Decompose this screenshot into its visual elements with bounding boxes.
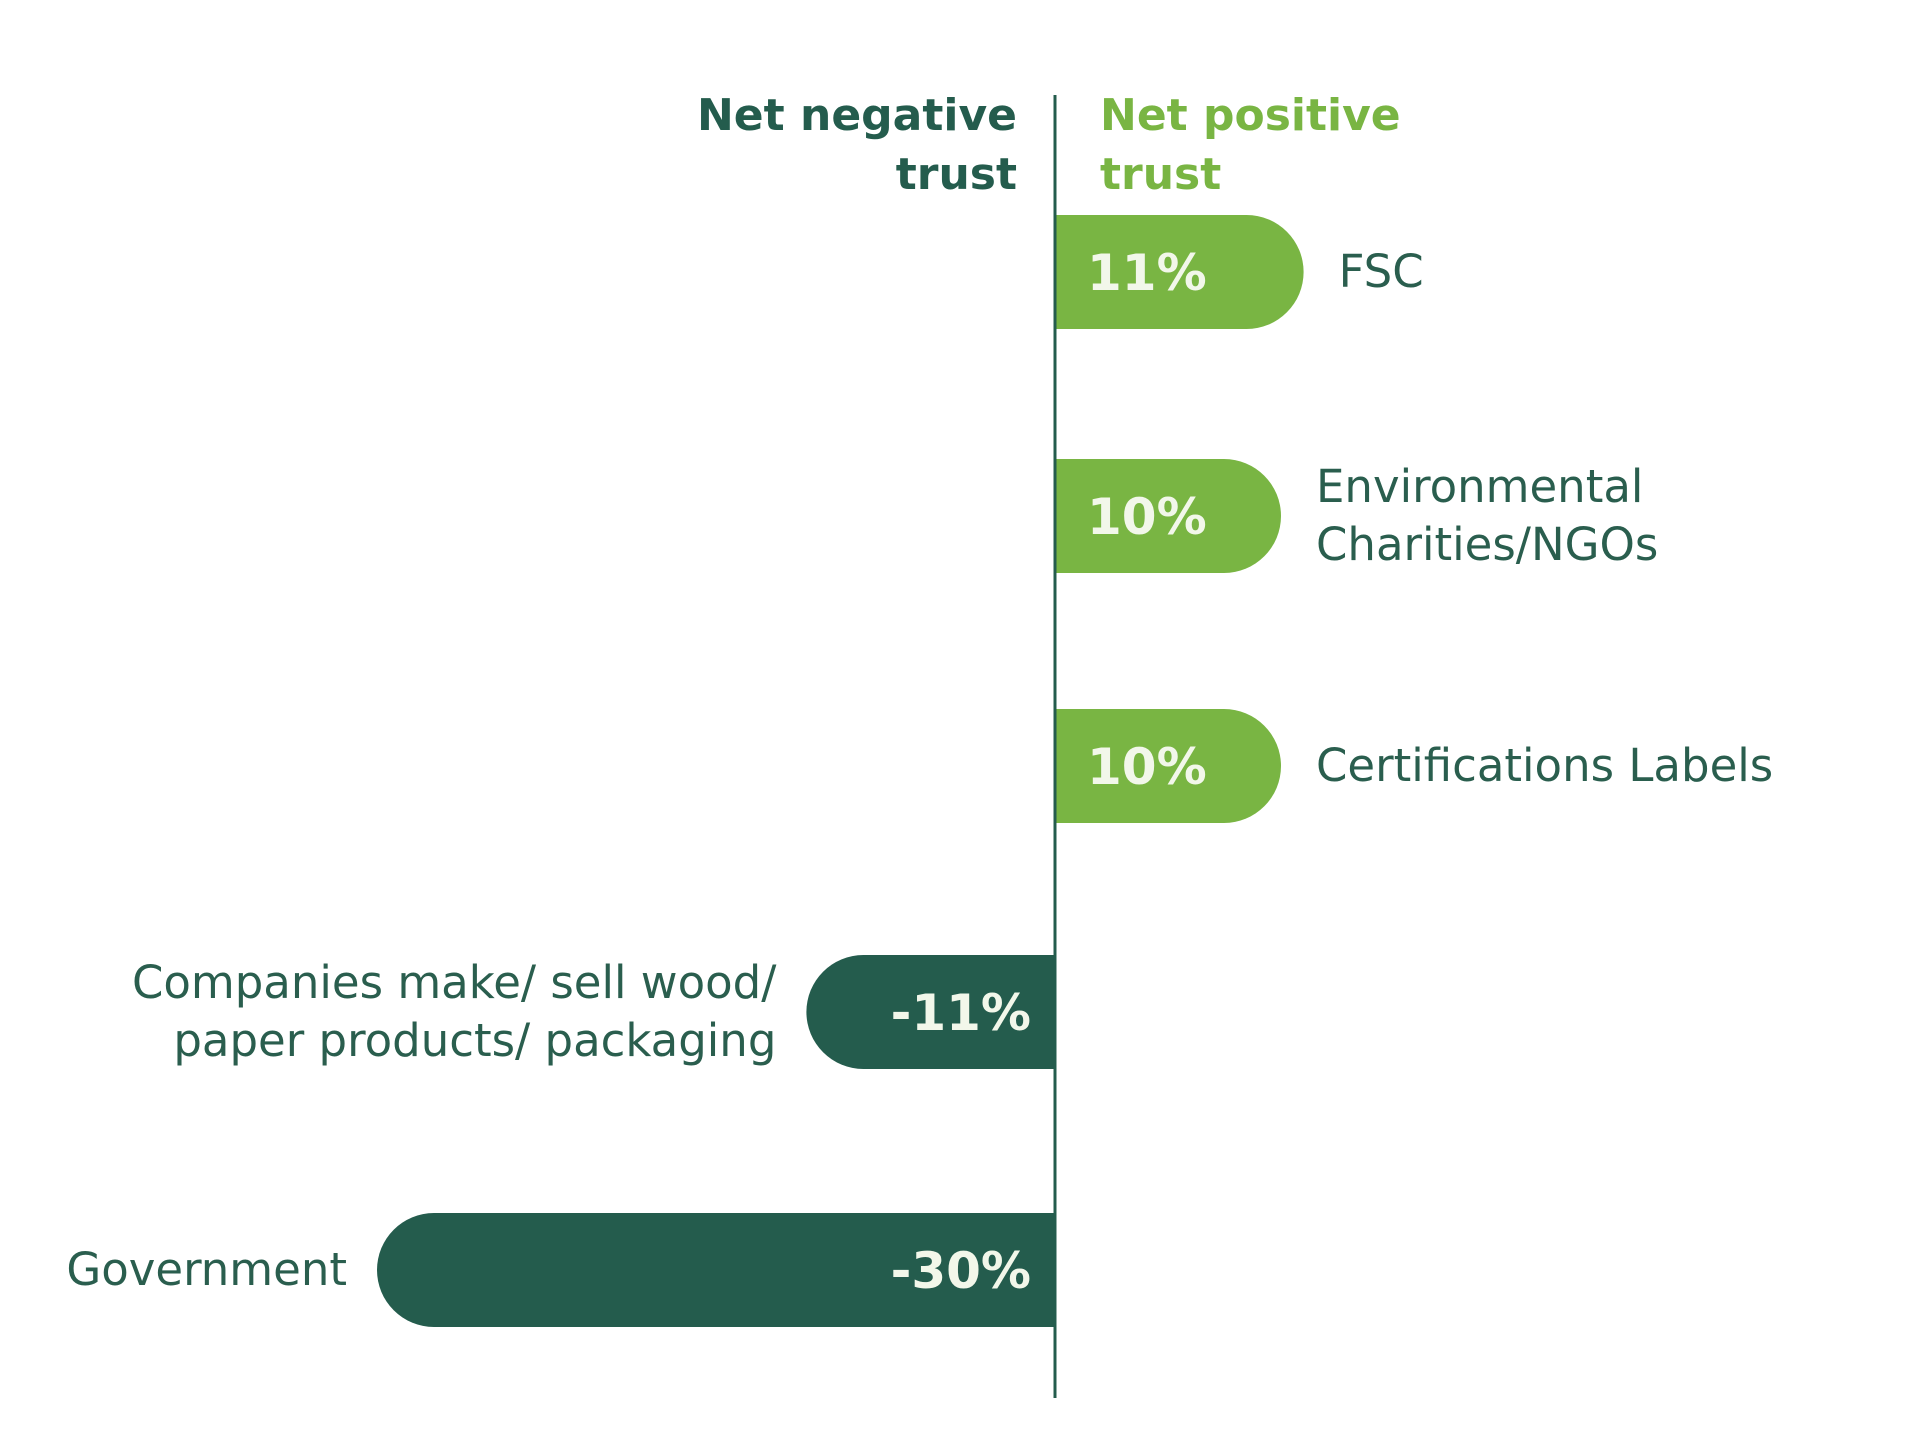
bar bbox=[377, 1213, 1055, 1327]
header-line: trust bbox=[896, 149, 1017, 200]
header-line: Net negative bbox=[697, 90, 1017, 141]
bar bbox=[1055, 709, 1281, 823]
header-line: trust bbox=[1100, 149, 1221, 200]
category-label-line: Government bbox=[66, 1243, 347, 1296]
value-label: 10% bbox=[1087, 738, 1207, 796]
value-label: -11% bbox=[891, 984, 1031, 1042]
category-label-line: FSC bbox=[1339, 245, 1424, 298]
bar bbox=[1055, 459, 1281, 573]
category-label-line: paper products/ packaging bbox=[173, 1014, 776, 1067]
category-label: Environmental Charities/NGOs bbox=[1316, 460, 1658, 571]
category-label-line: Environmental bbox=[1316, 460, 1643, 513]
positive-header: Net positive trust bbox=[1100, 90, 1401, 200]
value-label: -30% bbox=[891, 1242, 1031, 1300]
category-label-line: Charities/NGOs bbox=[1316, 518, 1658, 571]
bars-layer bbox=[377, 215, 1304, 1327]
bar bbox=[806, 955, 1055, 1069]
value-label: 11% bbox=[1087, 244, 1207, 302]
category-label-line: Certifications Labels bbox=[1316, 739, 1773, 792]
category-label: Certifications Labels bbox=[1316, 739, 1773, 792]
category-label: Government bbox=[66, 1243, 347, 1296]
value-label: 10% bbox=[1087, 488, 1207, 546]
header-line: Net positive bbox=[1100, 90, 1401, 141]
category-label-line: Companies make/ sell wood/ bbox=[132, 956, 777, 1009]
labels-layer: 11% FSC 10% Environmental Charities/NGOs 10% C… bbox=[66, 244, 1773, 1300]
negative-header: Net negative trust bbox=[697, 90, 1017, 200]
category-label: FSC bbox=[1339, 245, 1424, 298]
category-label: Companies make/ sell wood/paper products… bbox=[132, 956, 777, 1067]
bar bbox=[1055, 215, 1304, 329]
